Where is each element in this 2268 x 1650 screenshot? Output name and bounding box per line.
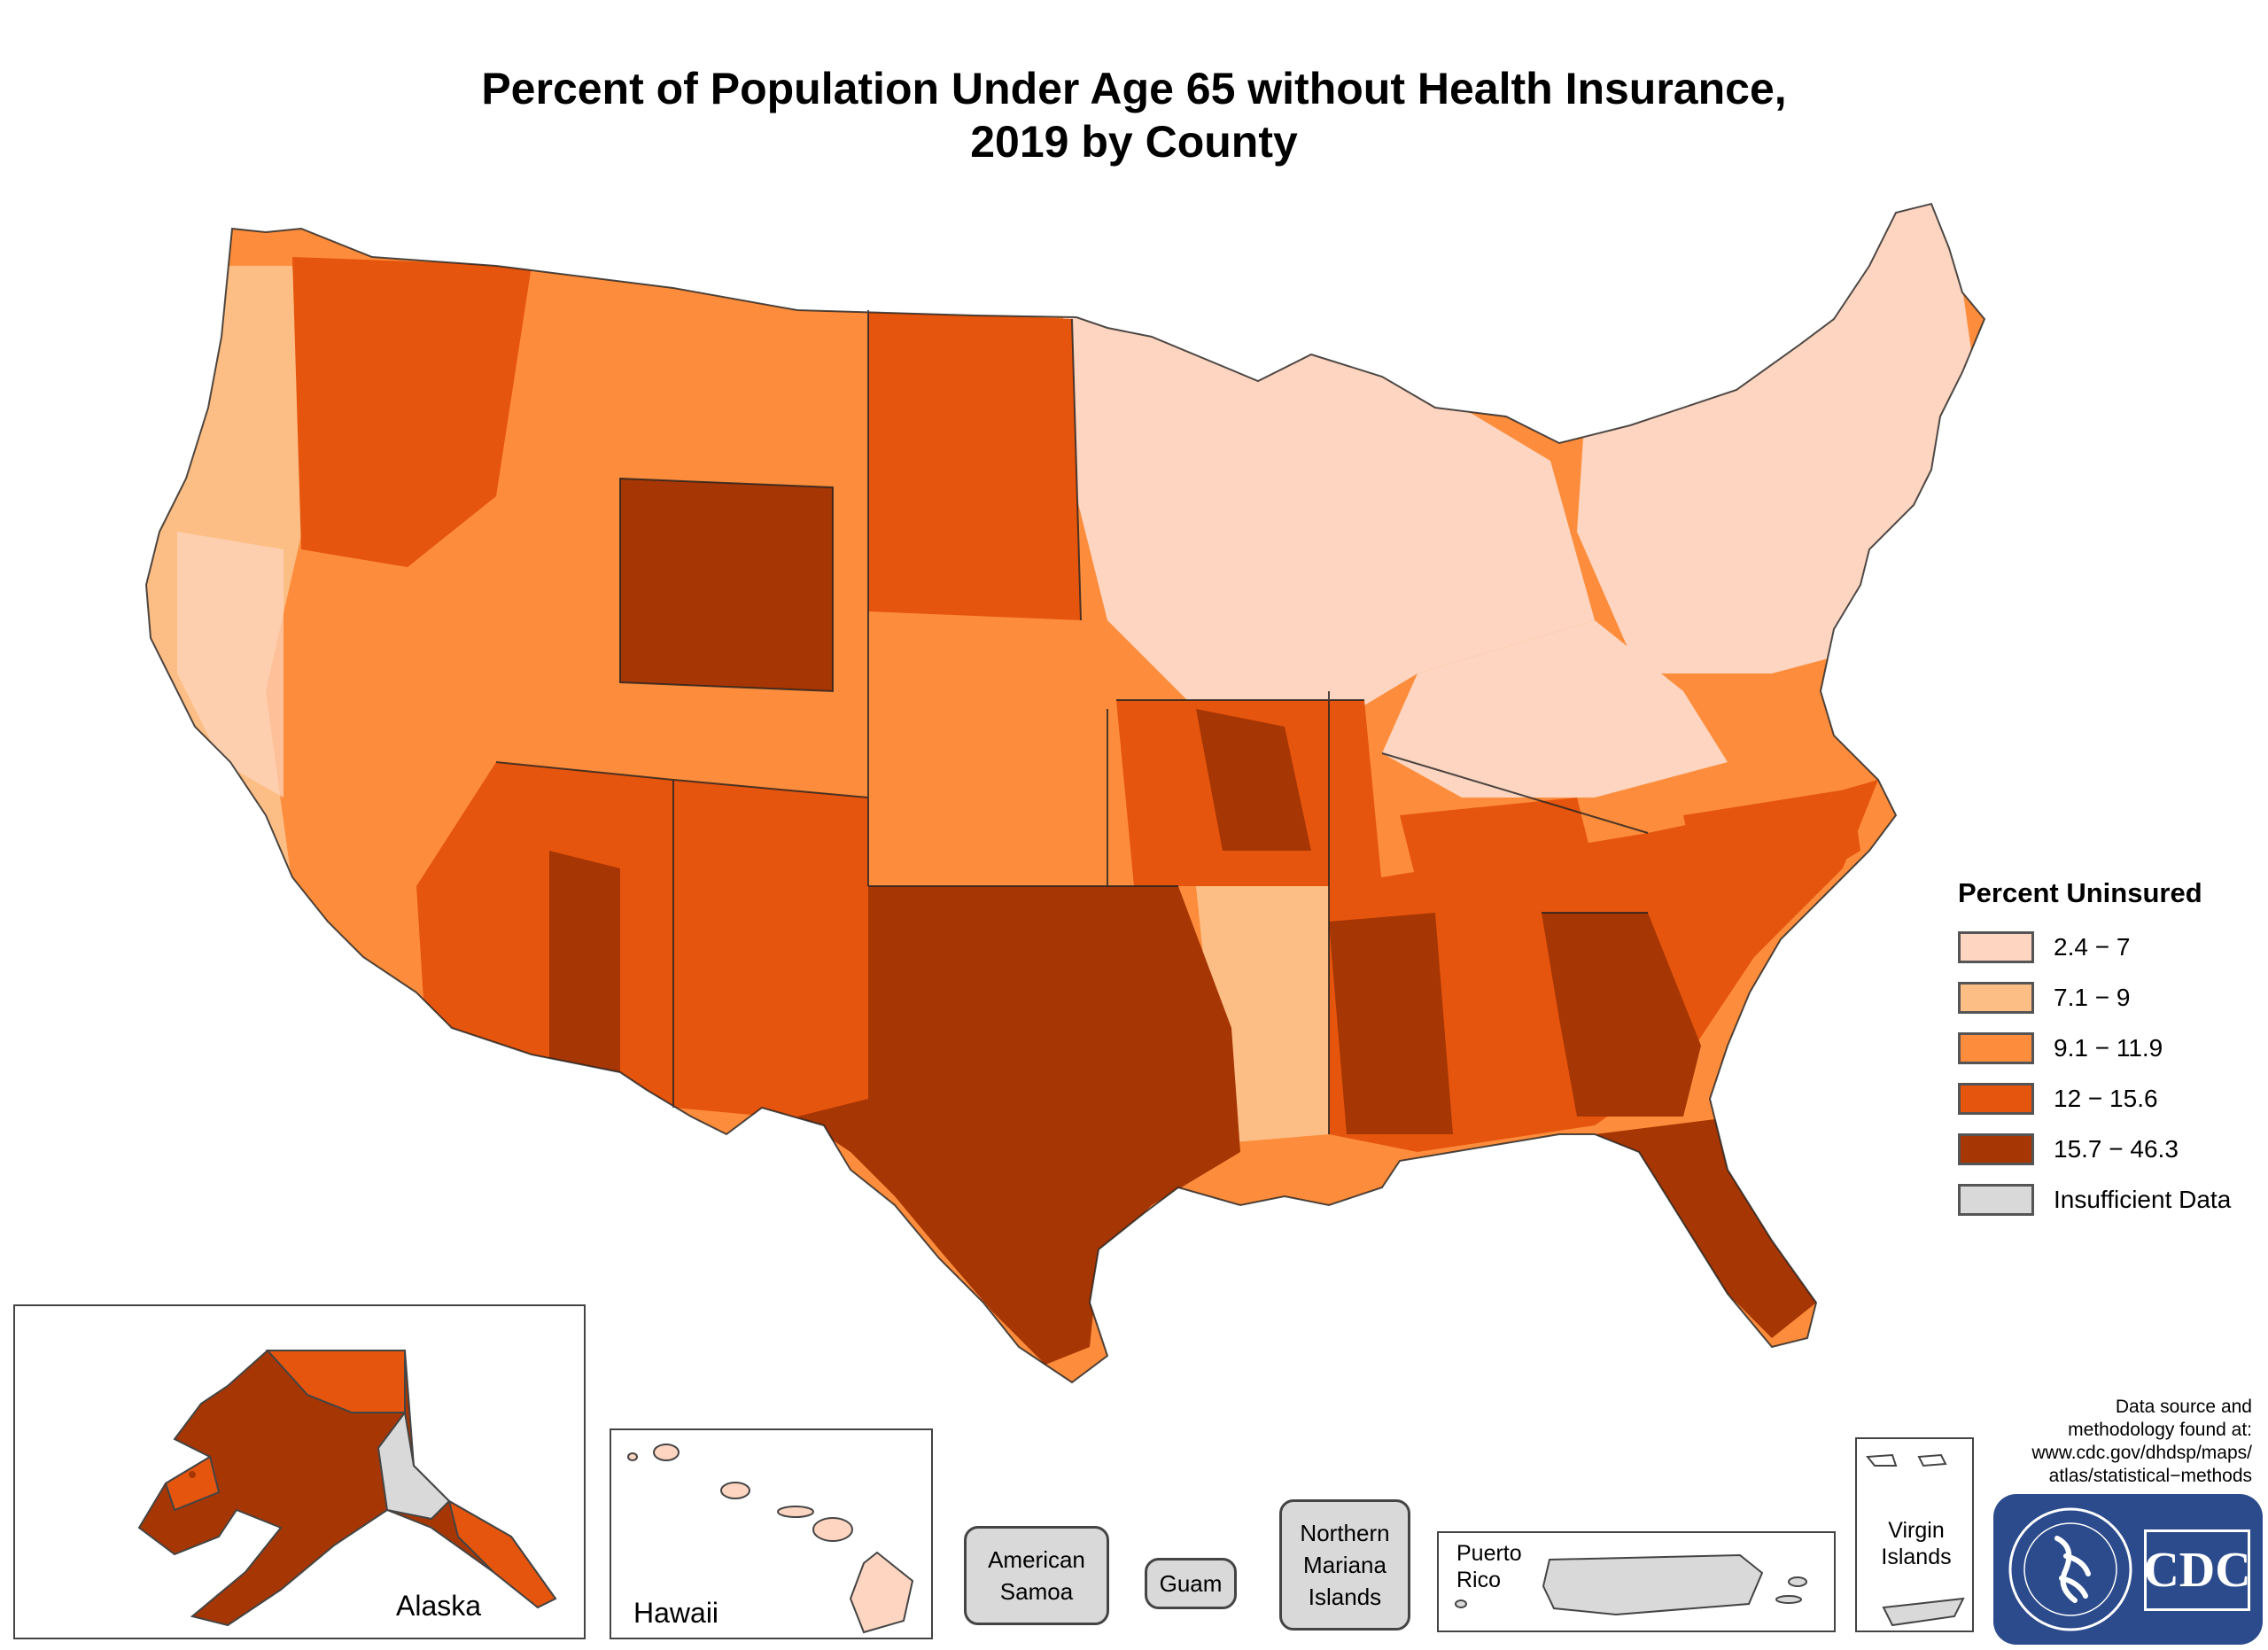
legend-label: 12 − 15.6 (2054, 1084, 2158, 1112)
legend-item: 7.1 − 9 (1958, 972, 2250, 1023)
virgin-islands-inset: Virgin Islands (1855, 1437, 1974, 1632)
legend-label: 15.7 − 46.3 (2054, 1134, 2179, 1163)
alaska-map (137, 1350, 557, 1627)
american-samoa-box: American Samoa (964, 1526, 1109, 1625)
legend-swatch (1958, 1031, 2034, 1064)
virgin-islands-map (1866, 1453, 1965, 1627)
legend-item: 15.7 − 46.3 (1958, 1124, 2250, 1174)
puerto-rico-label: Puerto Rico (1456, 1541, 1522, 1592)
virgin-islands-label: Virgin Islands (1881, 1518, 1952, 1569)
cdc-logo-box: CDC (2143, 1529, 2251, 1611)
legend-item: 9.1 − 11.9 (1958, 1023, 2250, 1073)
legend-label: 2.4 − 7 (2054, 932, 2131, 961)
hhs-seal-icon (2008, 1507, 2132, 1631)
data-source-note: Data source and methodology found at: ww… (2031, 1397, 2252, 1486)
hawaii-label: Hawaii (633, 1597, 719, 1629)
legend-label: Insufficient Data (2054, 1185, 2232, 1213)
legend-swatch (1958, 1183, 2034, 1216)
alaska-inset: Alaska (13, 1304, 586, 1639)
legend-item: 2.4 − 7 (1958, 922, 2250, 972)
legend-label: 9.1 − 11.9 (2054, 1033, 2163, 1062)
title-line-2: 2019 by County (970, 117, 1298, 167)
cdc-logo: CDC (1993, 1494, 2263, 1645)
cdc-logo-text: CDC (2143, 1543, 2251, 1598)
legend-label: 7.1 − 9 (2054, 983, 2131, 1011)
legend-swatch (1958, 1082, 2034, 1115)
alaska-label: Alaska (396, 1590, 482, 1622)
legend-swatch (1958, 1132, 2034, 1165)
legend-item: Insufficient Data (1958, 1174, 2250, 1225)
guam-box: Guam (1145, 1558, 1237, 1609)
map-title: Percent of Population Under Age 65 witho… (0, 62, 2268, 168)
legend-swatch (1958, 930, 2034, 963)
puerto-rico-map (1455, 1553, 1807, 1616)
legend-swatch (1958, 981, 2034, 1014)
hawaii-map (627, 1444, 914, 1634)
northern-mariana-box: Northern Mariana Islands (1279, 1499, 1410, 1631)
hawaii-inset: Hawaii (610, 1428, 933, 1639)
title-line-1: Percent of Population Under Age 65 witho… (481, 64, 1787, 113)
puerto-rico-inset: Puerto Rico (1437, 1531, 1836, 1632)
legend-item: 12 − 15.6 (1958, 1073, 2250, 1124)
legend: Percent Uninsured 2.4 − 7 7.1 − 9 9.1 − … (1958, 877, 2250, 1225)
legend-title: Percent Uninsured (1958, 877, 2202, 908)
